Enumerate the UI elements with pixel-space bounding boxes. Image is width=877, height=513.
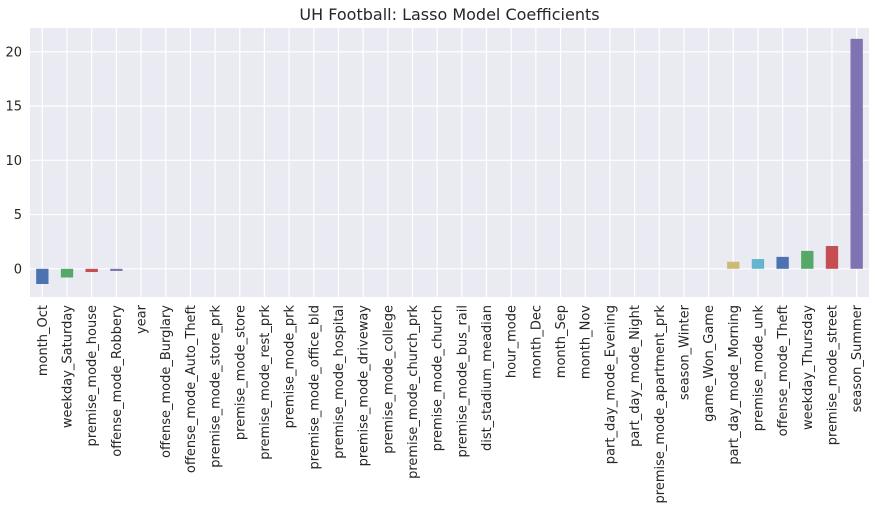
x-tick-label: month_Nov <box>579 305 594 379</box>
y-tick-label: 15 <box>5 100 22 115</box>
bar-premise_mode_house <box>85 268 98 273</box>
bar-month_Oct <box>36 268 49 284</box>
x-tick-label: premise_mode_rest_prk <box>258 305 273 460</box>
x-tick-label: offense_mode_Auto_Theft <box>184 305 199 473</box>
y-tick-labels: 0 5 10 15 20 <box>5 45 22 277</box>
x-tick-label: season_Summer <box>850 304 865 412</box>
x-tick-label: month_Sep <box>554 305 569 378</box>
chart-title: UH Football: Lasso Model Coefficients <box>299 5 599 24</box>
x-tick-label: year <box>135 304 150 334</box>
x-tick-label: premise_mode_store <box>233 305 248 440</box>
y-tick-label: 5 <box>14 208 22 223</box>
x-tick-label: part_day_mode_Evening <box>603 305 618 464</box>
bar-weekday_Thursday <box>801 250 814 269</box>
x-tick-label: offense_mode_Theft <box>776 305 791 436</box>
x-tick-label: game_Won_Game <box>702 305 717 422</box>
x-tick-label: premise_mode_unk <box>751 305 766 432</box>
x-tick-label: month_Dec <box>529 305 544 379</box>
bar-part_day_mode_Morning <box>727 261 740 269</box>
x-tick-label: season_Winter <box>677 304 692 400</box>
bar-weekday_Saturday <box>60 268 74 278</box>
x-tick-label: premise_mode_street <box>825 305 840 445</box>
x-tick-label: part_day_mode_Morning <box>727 305 742 465</box>
bar-offense_mode_Theft <box>776 256 789 269</box>
x-tick-label: hour_mode <box>505 305 520 378</box>
x-tick-label: offense_mode_Robbery <box>110 305 125 457</box>
x-tick-labels: month_Oct weekday_Saturday premise_mode_ho… <box>36 304 865 503</box>
x-tick-label: premise_mode_office_bld <box>307 305 322 470</box>
x-tick-label: weekday_Saturday <box>61 305 76 428</box>
x-tick-label: month_Oct <box>36 305 51 376</box>
x-tick-label: premise_mode_apartment_prk <box>653 305 668 504</box>
bar-offense_mode_Robbery <box>110 268 123 271</box>
x-tick-label: premise_mode_driveway <box>357 305 372 467</box>
x-tick-label: offense_mode_Burglary <box>159 305 174 458</box>
bar-premise_mode_unk <box>751 259 765 269</box>
x-tick-label: premise_mode_store_prk <box>209 305 224 468</box>
x-tick-label: premise_mode_church_prk <box>406 305 421 479</box>
x-tick-label: premise_mode_hospital <box>332 305 347 459</box>
y-tick-label: 20 <box>5 45 22 60</box>
x-tick-label: dist_stadium_meadian <box>480 305 495 451</box>
plot-background <box>30 28 869 297</box>
bar-season_Summer <box>850 38 863 269</box>
bars <box>36 38 863 284</box>
y-tick-label: 0 <box>14 262 22 277</box>
x-tick-label: premise_mode_bus_rail <box>455 305 470 458</box>
x-tick-label: part_day_mode_Night <box>628 305 643 447</box>
x-tick-label: premise_mode_house <box>85 305 100 446</box>
x-tick-label: weekday_Thursday <box>801 305 816 430</box>
bar-premise_mode_street <box>825 246 839 269</box>
x-tick-label: premise_mode_prk <box>283 305 298 429</box>
y-tick-label: 10 <box>5 154 22 169</box>
x-tick-label: premise_mode_college <box>381 305 396 454</box>
x-tick-label: premise_mode_church <box>431 305 446 451</box>
